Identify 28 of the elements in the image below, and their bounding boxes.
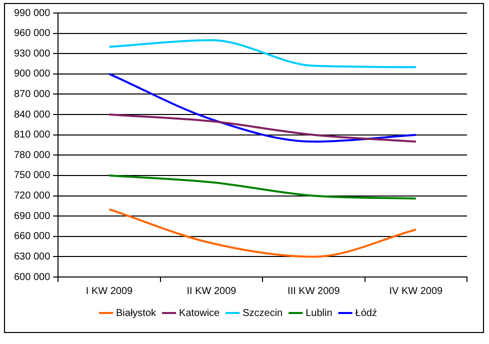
legend-label: Łódź (355, 308, 377, 319)
x-tick-label: II KW 2009 (186, 286, 237, 297)
line-series (108, 39, 417, 68)
line-series (108, 174, 417, 200)
legend-label: Szczecin (242, 308, 283, 319)
legend-label: Białystok (116, 308, 158, 319)
line-series (108, 114, 417, 143)
y-tick-label: 990 000 (14, 8, 51, 19)
y-tick-label: 840 000 (14, 109, 51, 120)
y-tick-label: 780 000 (14, 150, 51, 161)
y-tick-label: 630 000 (14, 251, 51, 262)
y-tick-label: 600 000 (14, 272, 51, 283)
y-tick-label: 810 000 (14, 130, 51, 141)
line-series (108, 72, 417, 143)
line-series (108, 208, 417, 258)
legend-label: Katowice (179, 308, 220, 319)
x-tick-label: IV KW 2009 (389, 286, 444, 297)
y-tick-label: 900 000 (14, 68, 51, 80)
y-tick-label: 690 000 (14, 210, 51, 222)
y-tick-label: 660 000 (14, 231, 51, 242)
x-tick-label: III KW 2009 (288, 286, 340, 297)
legend-label: Lublin (306, 308, 332, 319)
y-tick-label: 870 000 (14, 88, 51, 100)
y-tick-label: 930 000 (14, 48, 51, 60)
x-tick-label: I KW 2009 (86, 286, 134, 297)
y-tick-label: 960 000 (14, 28, 51, 40)
y-tick-label: 750 000 (14, 170, 51, 182)
y-tick-label: 720 000 (14, 190, 51, 202)
